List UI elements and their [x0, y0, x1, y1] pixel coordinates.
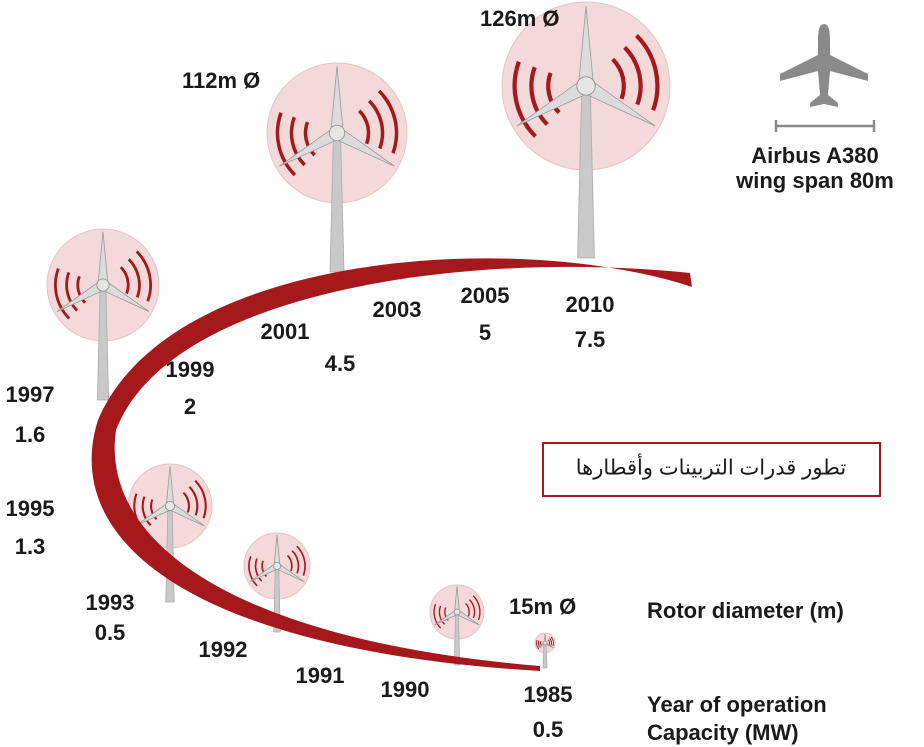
- year-label: 1985: [524, 682, 573, 707]
- year-label: 1990: [381, 677, 430, 702]
- capacity-label: 4.5: [325, 351, 356, 376]
- year-label: 1991: [296, 663, 345, 688]
- year-label: 1993: [86, 590, 135, 615]
- capacity-label: 0.5: [533, 717, 564, 742]
- hub: [273, 562, 280, 569]
- legend-label: Rotor diameter (m): [647, 598, 844, 623]
- year-label: 2010: [566, 292, 615, 317]
- airplane-icon: [776, 24, 874, 132]
- diameter-label: 112m Ø: [182, 68, 260, 93]
- hub: [454, 609, 460, 615]
- hub: [97, 279, 109, 291]
- capacity-label: 5: [479, 320, 491, 345]
- year-label: 1992: [199, 637, 248, 662]
- airbus-label: wing span 80m: [735, 168, 894, 193]
- year-label: 2005: [461, 283, 510, 308]
- year-label: 1995: [6, 496, 55, 521]
- capacity-label: 0.5: [95, 620, 126, 645]
- tower: [543, 643, 547, 668]
- capacity-label: 1.6: [15, 422, 46, 447]
- turbine: [533, 631, 557, 668]
- legend-label: Year of operation: [647, 692, 827, 717]
- diameter-label: 126m Ø: [480, 6, 560, 31]
- hub: [165, 501, 174, 510]
- year-label: 1997: [6, 382, 55, 407]
- turbine: [425, 580, 490, 665]
- capacity-label: 2: [184, 394, 196, 419]
- caption: تطور قدرات التربينات وأقطارها: [576, 453, 847, 481]
- infographic: تطور قدرات التربينات وأقطارها 126m Ø 112…: [0, 0, 924, 747]
- capacity-label: 7.5: [575, 327, 606, 352]
- turbine: [485, 0, 687, 258]
- milestone-labels: 1997 1.6 1995 1.3 1993 0.5 1992 1991 1990 1985 0.5…: [6, 283, 615, 742]
- hub: [577, 77, 595, 95]
- turbine: [253, 49, 421, 272]
- hub: [329, 125, 344, 140]
- diameter-label: 15m Ø: [509, 594, 576, 619]
- legend-label: Capacity (MW): [647, 720, 799, 745]
- capacity-label: 1.3: [15, 534, 46, 559]
- year-label: 2003: [373, 297, 422, 322]
- hub: [543, 641, 547, 645]
- year-label: 2001: [261, 319, 310, 344]
- year-label: 1999: [166, 357, 215, 382]
- airbus-label: Airbus A380: [751, 143, 879, 168]
